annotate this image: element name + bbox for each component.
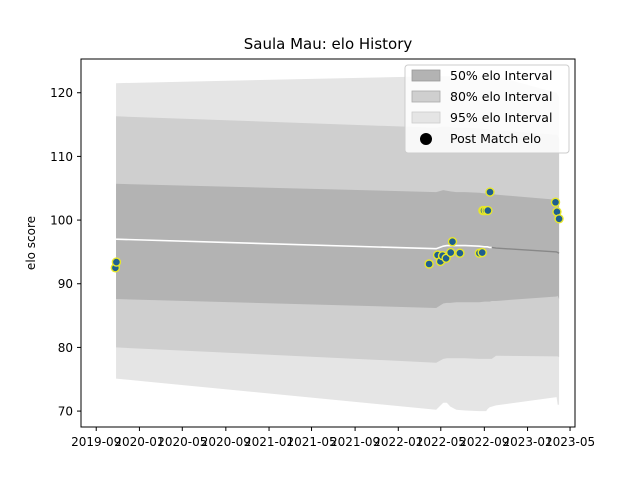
post-match-point [455, 248, 465, 258]
legend-swatch-80 [411, 90, 441, 103]
x-tick-label: 2022-05 [416, 435, 466, 449]
legend-label-post-match: Post Match elo [450, 131, 541, 146]
post-match-point [446, 247, 456, 258]
y-tick-label: 120 [50, 86, 73, 100]
y-axis: 70 80 90 100 110 120 [50, 86, 81, 419]
post-match-point [550, 197, 561, 207]
legend-swatch-50 [411, 69, 441, 82]
x-tick-label: 2023-01 [502, 435, 552, 449]
median-line-left [116, 238, 492, 250]
legend-label-80: 80% elo Interval [450, 89, 552, 104]
legend-label-95: 95% elo Interval [450, 110, 552, 125]
x-axis: 2019-092020-012020-052020-092021-012021-… [71, 427, 595, 449]
x-tick-label: 2020-01 [114, 435, 164, 449]
chart-title: Saula Mau: elo History [244, 35, 413, 53]
y-tick-label: 110 [50, 150, 73, 164]
median-lines [116, 238, 560, 254]
y-tick-label: 80 [58, 341, 73, 355]
post-match-point [483, 205, 493, 216]
post-match-point [554, 214, 564, 224]
x-tick-label: 2020-09 [201, 435, 251, 449]
x-tick-label: 2021-09 [330, 435, 380, 449]
y-axis-label: elo score [24, 216, 38, 270]
legend: 50% elo Interval 80% elo Interval 95% el… [404, 64, 570, 154]
post-match-point [111, 257, 122, 267]
y-tick-label: 90 [58, 277, 73, 291]
y-tick-label: 70 [58, 405, 73, 419]
x-tick-label: 2022-01 [373, 435, 423, 449]
x-tick-label: 2020-05 [157, 435, 207, 449]
y-tick-label: 100 [50, 214, 73, 228]
x-tick-label: 2022-09 [459, 435, 509, 449]
post-match-point [424, 259, 434, 269]
x-tick-label: 2021-01 [244, 435, 294, 449]
post-match-point [477, 247, 487, 258]
post-match-points [110, 187, 564, 273]
x-tick-label: 2019-09 [71, 435, 121, 449]
legend-marker-post-match [420, 133, 432, 145]
interval-bands [116, 76, 560, 412]
median-line-right [491, 246, 560, 254]
post-match-point [485, 187, 495, 197]
post-match-point [447, 237, 458, 247]
x-tick-label: 2023-05 [545, 435, 595, 449]
legend-swatch-95 [411, 111, 441, 124]
legend-box [404, 64, 570, 154]
plot-frame [80, 58, 576, 428]
x-tick-label: 2021-05 [286, 435, 336, 449]
legend-label-50: 50% elo Interval [450, 68, 552, 83]
